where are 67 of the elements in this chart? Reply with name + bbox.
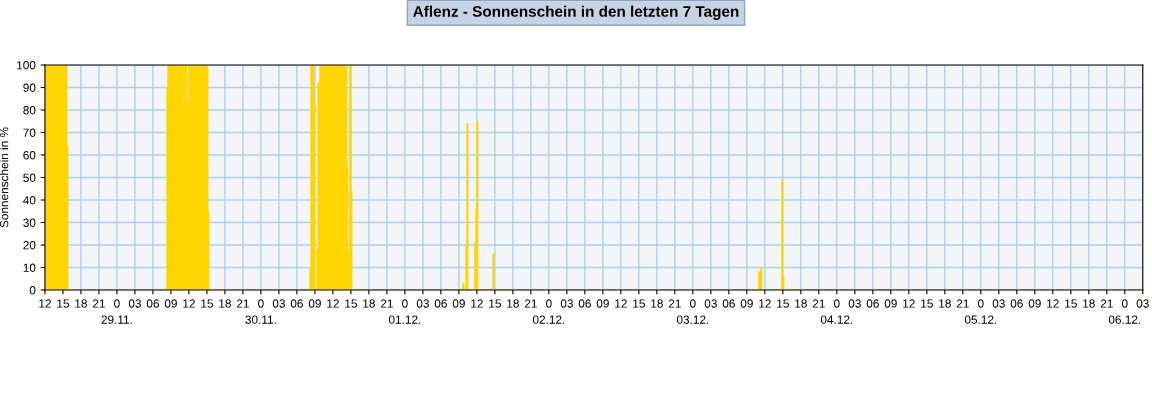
x-tick-label: 12 — [183, 299, 195, 308]
y-tick-label: 20 — [23, 241, 36, 250]
x-tick-label: 09 — [164, 299, 177, 308]
x-tick-label: 03 — [848, 299, 861, 308]
x-tick-label: 03 — [1136, 299, 1149, 308]
y-tick-label: 90 — [23, 83, 36, 92]
x-tick-label: 03 — [128, 299, 141, 308]
chart-title: Aflenz - Sonnenschein in den letzten 7 Tagen — [413, 5, 739, 20]
x-tick-label: 06 — [434, 299, 447, 308]
x-tick-label: 12 — [327, 299, 339, 308]
x-tick-label: 21 — [236, 299, 249, 308]
x-tick-label: 06 — [866, 299, 879, 308]
x-tick-label: 15 — [57, 299, 69, 308]
x-tick-label: 15 — [777, 299, 789, 308]
x-tick-label: 09 — [740, 299, 753, 308]
x-tick-label: 21 — [1100, 299, 1113, 308]
y-tick-label: 10 — [23, 263, 36, 272]
x-tick-label: 18 — [795, 299, 807, 308]
x-tick-label: 12 — [903, 299, 915, 308]
x-tick-label: 09 — [308, 299, 321, 308]
x-tick-label: 18 — [363, 299, 375, 308]
y-tick-label: 80 — [23, 106, 36, 115]
x-tick-label: 21 — [668, 299, 681, 308]
x-tick-label: 21 — [524, 299, 537, 308]
x-tick-label: 03 — [992, 299, 1005, 308]
x-tick-label: 12 — [39, 299, 51, 308]
x-tick-label: 06 — [146, 299, 159, 308]
x-tick-label: 12 — [471, 299, 483, 308]
x-tick-label: 12 — [615, 299, 627, 308]
x-tick-label: 21 — [380, 299, 393, 308]
x-tick-label: 18 — [75, 299, 87, 308]
x-tick-label: 09 — [1028, 299, 1041, 308]
x-tick-label: 15 — [921, 299, 933, 308]
x-tick-label: 18 — [507, 299, 519, 308]
x-tick-label: 06 — [722, 299, 735, 308]
y-tick-label: 50 — [23, 173, 36, 182]
x-tick-label: 03 — [272, 299, 285, 308]
x-tick-label: 06 — [1010, 299, 1023, 308]
x-tick-label: 09 — [596, 299, 609, 308]
x-tick-label: 03 — [560, 299, 573, 308]
x-tick-label: 18 — [1083, 299, 1095, 308]
x-tick-label: 21 — [92, 299, 105, 308]
y-tick-label: 60 — [23, 151, 36, 160]
x-tick-label: 18 — [219, 299, 231, 308]
y-axis-title: Sonnenschein in % — [0, 127, 9, 228]
x-tick-label: 12 — [1047, 299, 1059, 308]
x-tick-label: 06 — [578, 299, 591, 308]
x-tick-label: 18 — [651, 299, 663, 308]
x-tick-label: 21 — [812, 299, 825, 308]
y-tick-label: 70 — [23, 128, 36, 137]
x-tick-label: 15 — [489, 299, 501, 308]
x-tick-label: 03 — [416, 299, 429, 308]
y-tick-label: 30 — [23, 218, 36, 227]
x-tick-label: 09 — [452, 299, 465, 308]
x-tick-label: 15 — [201, 299, 213, 308]
x-tick-label: 03 — [704, 299, 717, 308]
y-tick-label: 100 — [17, 61, 36, 70]
x-tick-label: 15 — [633, 299, 645, 308]
x-tick-label: 06 — [290, 299, 303, 308]
x-tick-label: 12 — [759, 299, 771, 308]
x-tick-label: 18 — [939, 299, 951, 308]
y-tick-label: 0 — [29, 286, 36, 295]
x-tick-label: 09 — [884, 299, 897, 308]
x-tick-label: 15 — [1065, 299, 1077, 308]
x-tick-label: 21 — [956, 299, 969, 308]
y-tick-label: 40 — [23, 196, 36, 205]
x-tick-label: 15 — [345, 299, 357, 308]
